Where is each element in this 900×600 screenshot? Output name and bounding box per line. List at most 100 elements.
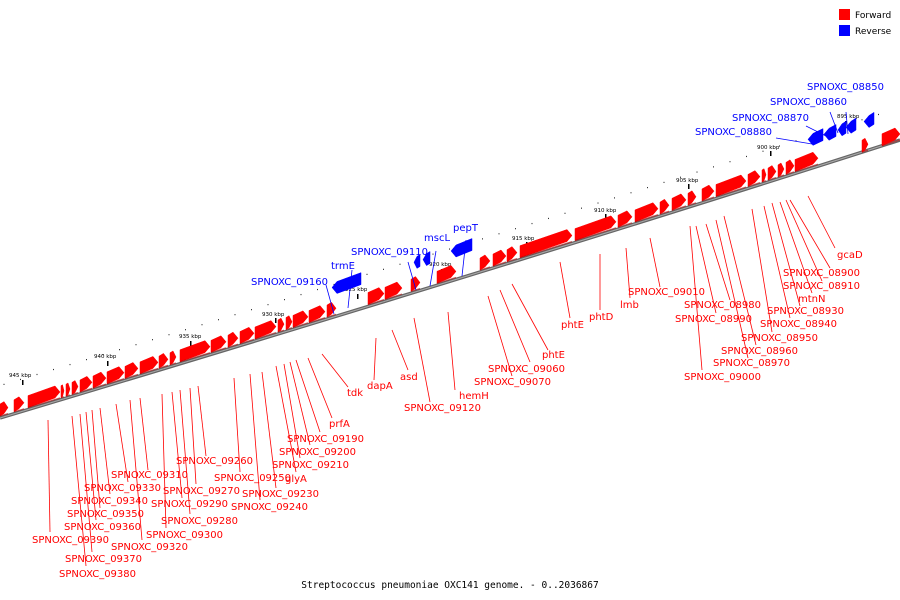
gene-shadow: [701, 196, 715, 202]
gene-label[interactable]: SPNOXC_09070: [474, 377, 551, 388]
gene-label[interactable]: SPNOXC_09190: [287, 434, 364, 445]
gene-label[interactable]: SPNOXC_09360: [64, 522, 141, 533]
gene-label[interactable]: SPNOXC_09200: [279, 447, 356, 458]
gene-label[interactable]: SPNOXC_08980: [684, 300, 761, 311]
scale-dot: [333, 283, 335, 286]
gene-label[interactable]: SPNOXC_08990: [675, 314, 752, 325]
gene-label[interactable]: lmb: [620, 300, 639, 311]
gene-shadow: [574, 227, 617, 242]
forward-gene-arrow: [861, 137, 869, 153]
gene-label[interactable]: SPNOXC_09000: [684, 372, 761, 383]
gene-label[interactable]: SPNOXC_09240: [231, 502, 308, 513]
tick-mark: [190, 341, 192, 346]
gene-label[interactable]: SPNOXC_09330: [84, 483, 161, 494]
scale-dot: [779, 145, 780, 147]
scale-dot: [498, 233, 500, 235]
forward-gene-arrow: [27, 385, 61, 408]
gene-label[interactable]: SPNOXC_08940: [760, 319, 837, 330]
gene-label[interactable]: dapA: [367, 381, 393, 392]
backbone-highlight: [0, 139, 900, 419]
gene-label[interactable]: SPNOXC_09320: [111, 542, 188, 553]
gene-label[interactable]: SPNOXC_09060: [488, 364, 565, 375]
gene-shadow: [292, 322, 309, 328]
gene-label[interactable]: pepT: [453, 223, 479, 234]
gene-shadow: [794, 163, 819, 173]
gene-shadow: [861, 149, 869, 153]
gene-label[interactable]: tdk: [347, 388, 363, 399]
forward-gene-arrow: [777, 162, 785, 178]
tick-label: 940 kbp: [94, 354, 117, 360]
leader-line: [197, 385, 207, 457]
gene-shadow: [71, 391, 79, 395]
leader-line: [705, 223, 731, 301]
label-leaders: [47, 111, 849, 567]
gene-label[interactable]: mtnN: [798, 294, 825, 305]
gene-label[interactable]: SPNOXC_09380: [59, 569, 136, 580]
gene-label[interactable]: SPNOXC_08870: [732, 113, 809, 124]
gene-shadow: [767, 176, 777, 181]
tick-label: 895 kbp: [837, 114, 860, 120]
gene-label[interactable]: SPNOXC_09390: [32, 535, 109, 546]
gene-label[interactable]: phtE: [561, 320, 584, 331]
gene-label[interactable]: SPNOXC_08970: [713, 358, 790, 369]
scale-dot: [482, 238, 483, 240]
gene-shadow: [367, 299, 385, 306]
leader-line: [751, 208, 773, 333]
leader-line: [775, 137, 813, 145]
gene-label[interactable]: hemH: [459, 391, 489, 402]
gene-label[interactable]: mscL: [424, 233, 450, 244]
forward-gene-arrow: [701, 184, 715, 202]
gene-label[interactable]: SPNOXC_09340: [71, 496, 148, 507]
forward-gene-arrow: [65, 382, 71, 397]
forward-gene-arrow: [285, 315, 293, 330]
scale-dot: [762, 150, 764, 152]
gene-label[interactable]: gcaD: [837, 250, 863, 261]
tick-label: 905 kbp: [676, 178, 699, 184]
scale-dot: [69, 363, 71, 366]
gene-label[interactable]: SPNOXC_09010: [628, 287, 705, 298]
gene-label[interactable]: SPNOXC_09110: [351, 247, 428, 258]
gene-label[interactable]: SPNOXC_09120: [404, 403, 481, 414]
scale-dot: [218, 319, 219, 321]
gene-label[interactable]: prfA: [329, 419, 350, 430]
gene-label[interactable]: SPNOXC_09300: [146, 530, 223, 541]
gene-shadow: [0, 413, 9, 417]
gene-label[interactable]: SPNOXC_09290: [151, 499, 228, 510]
gene-label[interactable]: SPNOXC_08950: [741, 333, 818, 344]
gene-shadow: [436, 276, 457, 284]
gene-label[interactable]: SPNOXC_09270: [163, 486, 240, 497]
gene-shadow: [27, 397, 61, 409]
gene-shadow: [227, 343, 239, 348]
gene-label[interactable]: SPNOXC_09260: [176, 456, 253, 467]
gene-label[interactable]: SPNOXC_08900: [783, 268, 860, 279]
leader-line: [91, 409, 101, 509]
gene-label[interactable]: trmE: [331, 261, 355, 272]
gene-label[interactable]: phtD: [589, 312, 614, 323]
gene-label[interactable]: SPNOXC_09250: [214, 473, 291, 484]
gene-label[interactable]: SPNOXC_09310: [111, 470, 188, 481]
scale-dot: [746, 155, 747, 158]
gene-label[interactable]: SPNOXC_09210: [272, 460, 349, 471]
gene-label[interactable]: SPNOXC_08960: [721, 346, 798, 357]
gene-label[interactable]: asd: [400, 372, 418, 383]
gene-shadow: [410, 287, 421, 292]
gene-label[interactable]: SPNOXC_09350: [67, 509, 144, 520]
gene-label[interactable]: SPNOXC_08860: [770, 97, 847, 108]
forward-gene-arrow: [13, 396, 25, 413]
gene-label[interactable]: glyA: [285, 474, 307, 485]
gene-label[interactable]: SPNOXC_09370: [65, 554, 142, 565]
gene-label[interactable]: SPNOXC_08850: [807, 82, 884, 93]
gene-label[interactable]: SPNOXC_08930: [767, 306, 844, 317]
gene-label[interactable]: SPNOXC_08880: [695, 127, 772, 138]
gene-label[interactable]: SPNOXC_09160: [251, 277, 328, 288]
gene-label[interactable]: SPNOXC_08910: [783, 281, 860, 292]
gene-label[interactable]: SPNOXC_09280: [161, 516, 238, 527]
scale-dot: [53, 368, 54, 371]
forward-gene-arrow: [715, 174, 747, 197]
reverse-gene-arrow: [422, 251, 431, 266]
gene-label[interactable]: SPNOXC_09230: [242, 489, 319, 500]
gene-label[interactable]: phtE: [542, 350, 565, 361]
scale-dot: [548, 217, 549, 220]
leader-line: [99, 407, 111, 495]
scale-dot: [696, 171, 698, 173]
